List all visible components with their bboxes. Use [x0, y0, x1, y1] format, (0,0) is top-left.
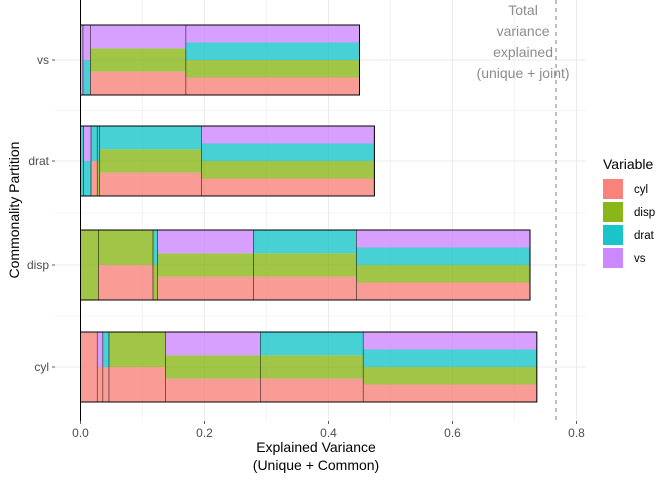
- bar-segment-disp-cyl: [253, 276, 357, 300]
- bar-segment-cyl-cyl: [97, 367, 103, 402]
- bar-segment-disp-disp: [356, 265, 530, 283]
- bar-segment-drat-disp: [201, 161, 375, 179]
- bar-segment-disp-cyl: [157, 276, 254, 300]
- bar-segment-cyl-disp: [260, 355, 364, 379]
- bar-segment-cyl-cyl: [363, 384, 537, 402]
- x-tick-label: 0.8: [568, 426, 585, 440]
- y-tick-label-vs: vs: [37, 53, 49, 67]
- bar-segment-drat-disp: [99, 149, 202, 173]
- bar-segment-cyl-cyl: [109, 367, 166, 402]
- bar-segment-cyl-disp: [363, 367, 537, 385]
- y-tick-label-drat: drat: [28, 154, 49, 168]
- bar-segment-drat-vs: [83, 126, 92, 161]
- reference-label-line: variance: [497, 23, 550, 39]
- bar-segment-cyl-drat: [260, 332, 364, 356]
- bar-segment-drat-cyl: [201, 178, 375, 196]
- bar-segment-drat-drat: [80, 126, 84, 196]
- bar-segment-cyl-cyl: [165, 378, 261, 402]
- bar-segment-disp-disp: [80, 230, 99, 300]
- y-tick-label-cyl: cyl: [34, 360, 49, 374]
- reference-label-line: explained: [493, 44, 553, 60]
- bar-segment-drat-drat: [201, 143, 375, 161]
- bar-segment-disp-cyl: [98, 265, 154, 300]
- bar-segment-disp-drat: [356, 247, 530, 265]
- legend-key-vs: [603, 248, 623, 268]
- bar-segment-disp-drat: [253, 230, 357, 254]
- reference-line-group: Total variance explained (unique + joint): [477, 0, 570, 421]
- bar-segment-vs-disp: [185, 60, 360, 78]
- bar-segment-cyl-vs: [165, 332, 261, 356]
- reference-label-line: Total: [508, 2, 538, 18]
- bar-disp: [80, 229, 531, 301]
- bar-segment-vs-cyl: [90, 71, 186, 95]
- bar-drat: [80, 125, 375, 197]
- bar-segment-cyl-cyl: [80, 332, 98, 402]
- bar-segment-cyl-vs: [363, 332, 537, 350]
- y-axis-ticks: cyl disp drat vs: [27, 53, 55, 374]
- bar-segment-vs-vs: [185, 25, 360, 43]
- bar-segment-cyl-drat: [102, 332, 110, 367]
- x-tick-label: 0.6: [444, 426, 461, 440]
- bar-segment-drat-cyl: [91, 161, 98, 196]
- bar-segment-cyl-cyl: [102, 367, 110, 402]
- bar-segment-disp-disp: [253, 253, 357, 277]
- bars: [80, 0, 538, 421]
- bar-segment-drat-cyl: [99, 172, 202, 196]
- y-axis-title: Commonality Partition: [6, 142, 22, 279]
- bar-segment-cyl-drat: [363, 349, 537, 367]
- x-axis-title-line-2: (Unique + Common): [253, 457, 379, 473]
- legend-key-cyl: [603, 179, 623, 199]
- bar-vs: [80, 24, 360, 96]
- bar-segment-drat-drat: [97, 126, 100, 161]
- bar-segment-vs-drat: [185, 42, 360, 60]
- bar-segment-vs-vs: [90, 25, 186, 49]
- bar-segment-vs-drat: [82, 60, 91, 95]
- bar-segment-vs-disp: [90, 48, 186, 72]
- y-tick-label-disp: disp: [27, 258, 49, 272]
- x-tick-label: 0.2: [196, 426, 213, 440]
- bar-segment-vs-vs: [80, 25, 83, 95]
- x-axis-title-line-1: Explained Variance: [256, 439, 376, 455]
- bar-segment-disp-disp: [157, 253, 254, 277]
- x-axis-ticks: 0.0 0.2 0.4 0.6 0.8: [72, 421, 585, 440]
- bar-segment-drat-disp: [97, 161, 100, 196]
- bar-segment-drat-drat: [91, 126, 98, 161]
- legend-key-drat: [603, 225, 623, 245]
- bar-segment-vs-cyl: [185, 77, 360, 95]
- legend-label-vs: vs: [634, 253, 646, 265]
- bar-segment-cyl-disp: [165, 355, 261, 379]
- bar-segment-disp-drat: [153, 230, 158, 265]
- legend-label-cyl: cyl: [634, 184, 648, 196]
- bar-segment-drat-vs: [201, 126, 375, 144]
- bar-segment-disp-cyl: [356, 282, 530, 300]
- bar-cyl: [80, 331, 538, 403]
- legend-label-drat: drat: [634, 230, 655, 242]
- legend-title: Variable: [603, 156, 654, 172]
- x-tick-label: 0.0: [72, 426, 89, 440]
- reference-label-line: (unique + joint): [477, 65, 570, 81]
- bar-segment-drat-drat: [83, 161, 92, 196]
- legend-key-disp: [603, 202, 623, 222]
- bar-segment-cyl-cyl: [260, 378, 364, 402]
- x-tick-label: 0.4: [320, 426, 337, 440]
- bar-segment-disp-disp: [98, 230, 154, 265]
- bar-segment-vs-vs: [82, 25, 91, 60]
- legend-label-disp: disp: [634, 207, 655, 219]
- bar-segment-disp-vs: [157, 230, 254, 254]
- bar-segment-cyl-vs: [97, 332, 103, 367]
- bar-segment-cyl-disp: [109, 332, 166, 367]
- bar-segment-drat-drat: [99, 126, 202, 150]
- bar-segment-disp-vs: [356, 230, 530, 248]
- bar-segment-disp-disp: [153, 265, 158, 300]
- legend: Variable cyl disp drat vs: [603, 156, 655, 268]
